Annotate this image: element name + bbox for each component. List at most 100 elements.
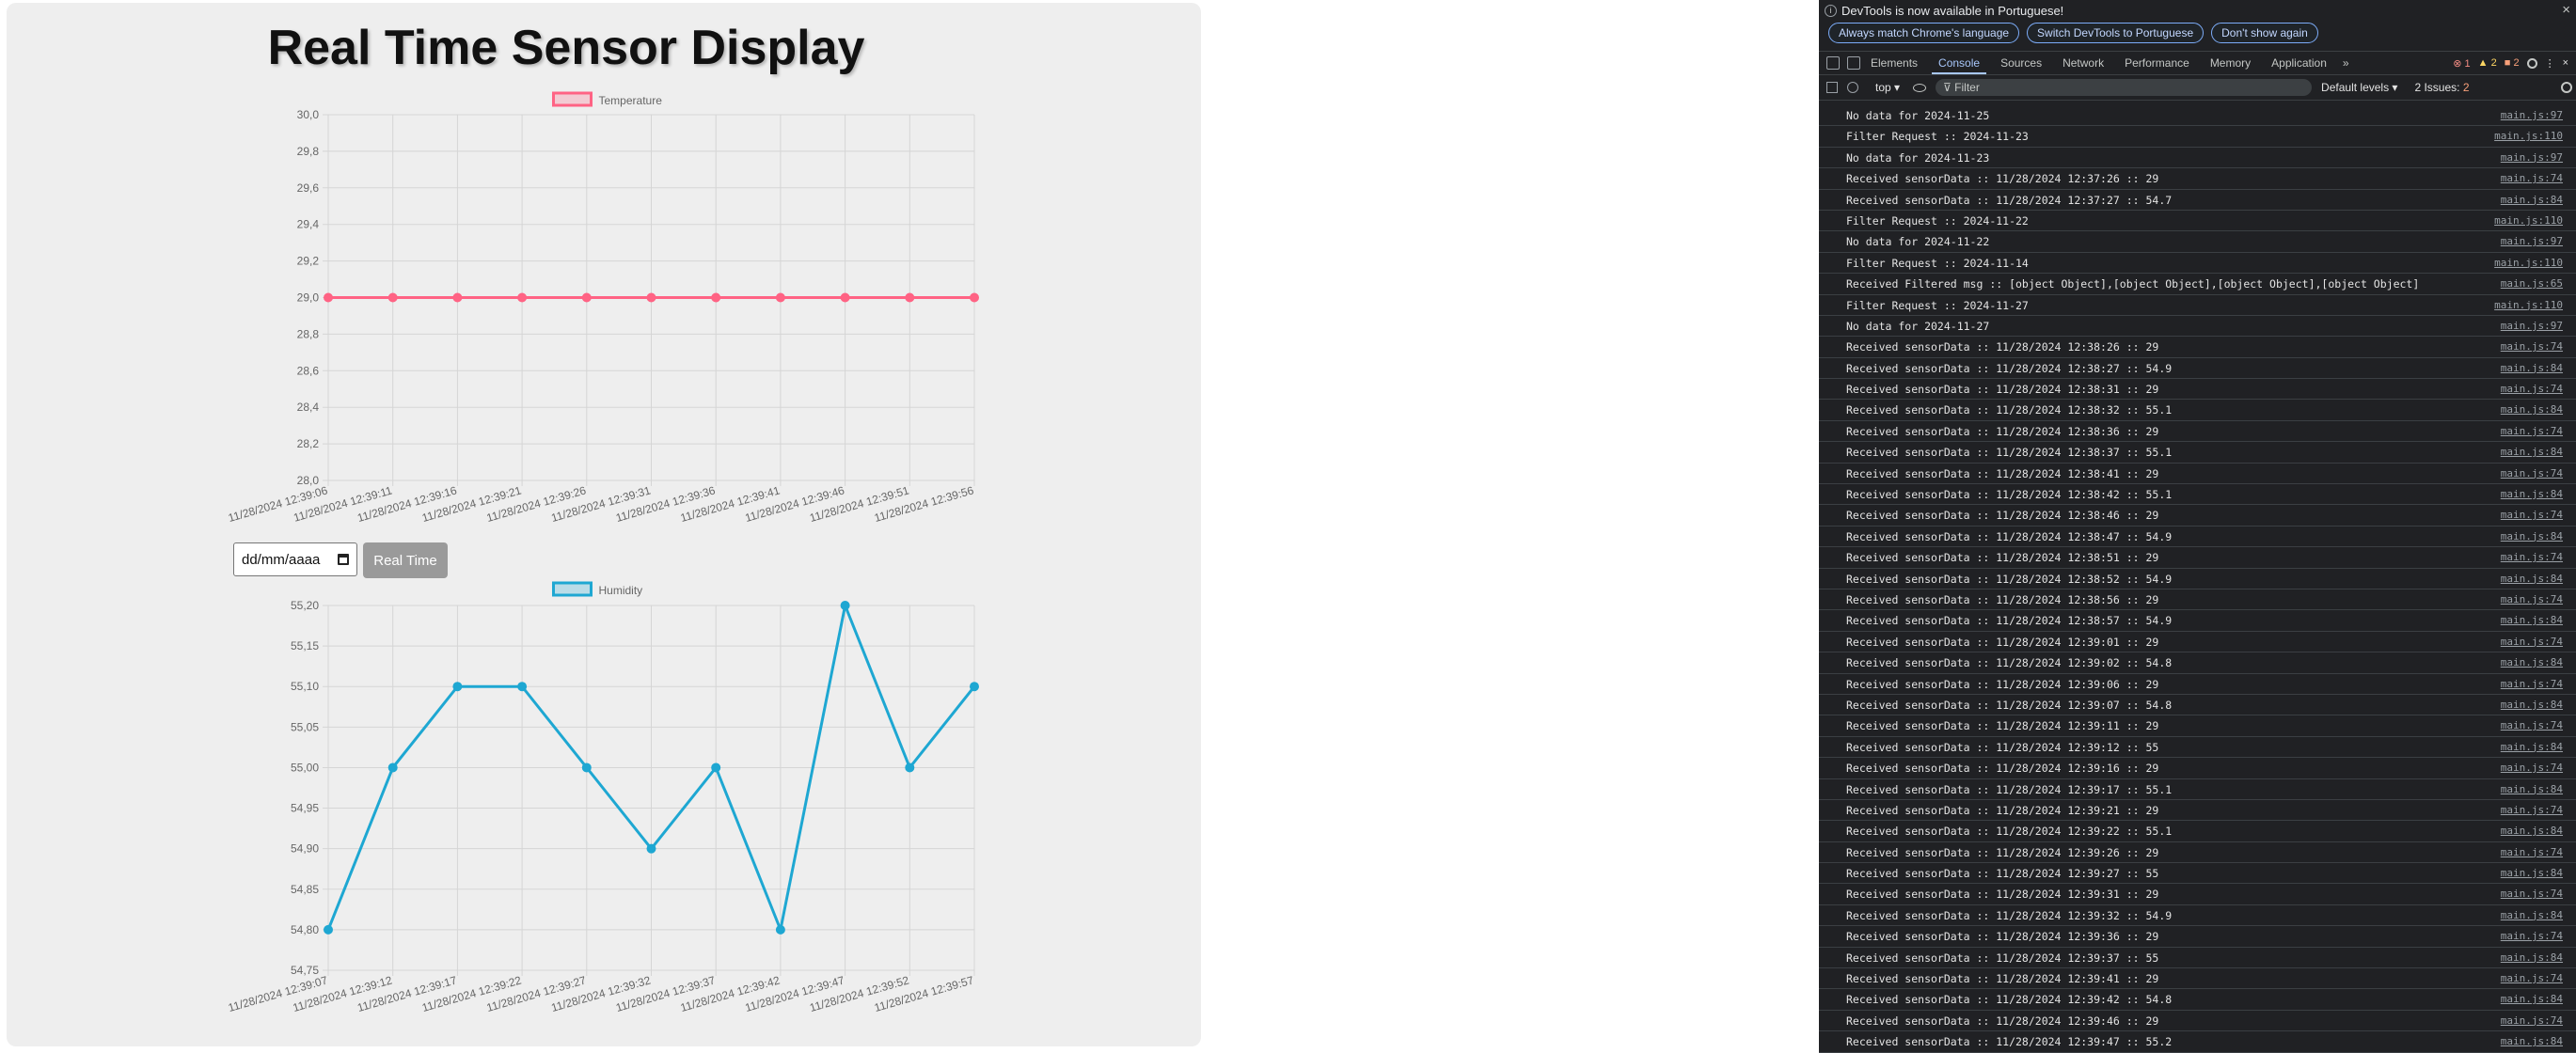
log-source-link[interactable]: main.js:84 [2500,908,2563,921]
console-log-row: No data for 2024-11-27 main.js:97 [1819,316,2576,338]
console-log-row: No data for 2024-11-22 main.js:97 [1819,231,2576,253]
log-source-link[interactable]: main.js:84 [2500,403,2563,416]
log-source-link[interactable]: main.js:74 [2500,172,2563,185]
log-source-link[interactable]: main.js:65 [2500,277,2563,291]
log-source-link[interactable]: main.js:97 [2500,235,2563,248]
log-source-link[interactable]: main.js:84 [2500,867,2563,880]
log-source-link[interactable]: main.js:74 [2500,340,2563,354]
log-source-link[interactable]: main.js:97 [2500,319,2563,332]
log-source-link[interactable]: main.js:74 [2500,424,2563,437]
log-message: Received sensorData :: 11/28/2024 12:37:… [1846,172,2159,186]
info-count: 2 [2513,57,2520,69]
log-source-link[interactable]: main.js:84 [2500,193,2563,206]
clear-console-icon[interactable] [1847,82,1858,93]
match-language-button[interactable]: Always match Chrome's language [1828,23,2020,43]
settings-gear-icon[interactable] [2526,57,2537,69]
tab-elements[interactable]: Elements [1871,56,1919,70]
log-message: Received sensorData :: 11/28/2024 12:39:… [1846,825,2173,839]
log-source-link[interactable]: main.js:74 [2500,972,2563,985]
log-source-link[interactable]: main.js:84 [2500,825,2563,838]
log-source-link[interactable]: main.js:110 [2494,130,2563,143]
issues-button[interactable]: 2 Issues: 2 [2414,81,2469,94]
log-source-link[interactable]: main.js:74 [2500,677,2563,690]
log-message: Received sensorData :: 11/28/2024 12:38:… [1846,424,2159,438]
log-levels-dropdown[interactable]: Default levels ▾ [2321,81,2398,94]
date-input[interactable]: dd/mm/aaaa [233,542,357,576]
log-source-link[interactable]: main.js:110 [2494,256,2563,269]
log-source-link[interactable]: main.js:84 [2500,782,2563,795]
log-source-link[interactable]: main.js:84 [2500,361,2563,374]
sidebar-toggle-icon[interactable] [1826,82,1838,93]
real-time-button[interactable]: Real Time [363,542,448,578]
console-log-row: Received sensorData :: 11/28/2024 12:39:… [1819,884,2576,905]
inspect-element-icon[interactable] [1826,56,1840,70]
tab-application[interactable]: Application [2271,56,2327,70]
log-source-link[interactable]: main.js:74 [2500,762,2563,775]
log-source-link[interactable]: main.js:84 [2500,572,2563,585]
log-source-link[interactable]: main.js:74 [2500,509,2563,522]
log-source-link[interactable]: main.js:74 [2500,1014,2563,1027]
data-point [581,292,592,303]
data-point [775,292,785,303]
more-options-icon[interactable]: ⋮ [2544,57,2555,70]
log-source-link[interactable]: main.js:84 [2500,1035,2563,1048]
log-source-link[interactable]: main.js:84 [2500,529,2563,542]
log-source-link[interactable]: main.js:84 [2500,488,2563,501]
calendar-icon[interactable] [338,554,349,565]
tab-network[interactable]: Network [2062,56,2105,70]
log-message: Received sensorData :: 11/28/2024 12:38:… [1846,572,2173,586]
log-source-link[interactable]: main.js:110 [2494,298,2563,311]
console-log: No data for 2024-11-25 main.js:97 Filter R… [1819,105,2576,1053]
close-devtools-icon[interactable]: × [2562,57,2568,69]
log-source-link[interactable]: main.js:74 [2500,888,2563,901]
log-source-link[interactable]: main.js:97 [2500,109,2563,121]
error-counter[interactable]: ⊗ 1 [2453,57,2471,70]
live-expression-eye-icon[interactable] [1913,83,1927,92]
log-message: Received sensorData :: 11/28/2024 12:38:… [1846,509,2159,523]
tab-performance[interactable]: Performance [2125,56,2189,70]
log-source-link[interactable]: main.js:74 [2500,592,2563,605]
log-message: Received sensorData :: 11/28/2024 12:38:… [1846,592,2159,606]
console-settings-gear-icon[interactable] [2561,82,2572,93]
legend-label: Temperature [599,94,663,107]
log-source-link[interactable]: main.js:74 [2500,466,2563,479]
log-source-link[interactable]: main.js:84 [2500,656,2563,669]
context-select[interactable]: top ▾ [1875,81,1901,94]
log-source-link[interactable]: main.js:84 [2500,951,2563,964]
data-point [517,682,528,692]
log-source-link[interactable]: main.js:74 [2500,803,2563,816]
warning-counter[interactable]: ▲ 2 [2477,57,2497,69]
log-message: Received sensorData :: 11/28/2024 12:38:… [1846,446,2173,460]
log-source-link[interactable]: main.js:97 [2500,150,2563,164]
log-source-link[interactable]: main.js:84 [2500,993,2563,1006]
log-message: Filter Request :: 2024-11-23 [1846,130,2029,144]
tab-memory[interactable]: Memory [2209,56,2252,70]
console-log-row: Received sensorData :: 11/28/2024 12:39:… [1819,842,2576,864]
log-source-link[interactable]: main.js:74 [2500,845,2563,858]
y-tick-label: 28,4 [297,401,320,414]
info-counter[interactable]: ■ 2 [2504,57,2520,69]
data-point [905,762,915,773]
device-toolbar-icon[interactable] [1847,56,1860,70]
log-message: Received sensorData :: 11/28/2024 12:38:… [1846,403,2173,417]
log-source-link[interactable]: main.js:74 [2500,383,2563,396]
log-source-link[interactable]: main.js:74 [2500,551,2563,564]
y-tick-label: 29,6 [297,181,320,195]
filter-input[interactable]: ⊽ Filter [1936,79,2313,96]
y-tick-label: 28,2 [297,437,320,450]
log-source-link[interactable]: main.js:110 [2494,213,2563,227]
log-source-link[interactable]: main.js:84 [2500,614,2563,627]
tab-console[interactable]: Console [1928,52,1990,74]
tab-sources[interactable]: Sources [2000,56,2043,70]
log-source-link[interactable]: main.js:74 [2500,635,2563,648]
log-source-link[interactable]: main.js:74 [2500,719,2563,732]
close-icon[interactable]: × [2562,2,2570,18]
log-source-link[interactable]: main.js:74 [2500,930,2563,943]
log-source-link[interactable]: main.js:84 [2500,446,2563,459]
log-message: Received sensorData :: 11/28/2024 12:39:… [1846,698,2173,712]
log-source-link[interactable]: main.js:84 [2500,740,2563,753]
switch-language-button[interactable]: Switch DevTools to Portuguese [2027,23,2205,43]
log-source-link[interactable]: main.js:84 [2500,698,2563,711]
dont-show-again-button[interactable]: Don't show again [2211,23,2318,43]
more-tabs-icon[interactable]: » [2342,56,2349,70]
